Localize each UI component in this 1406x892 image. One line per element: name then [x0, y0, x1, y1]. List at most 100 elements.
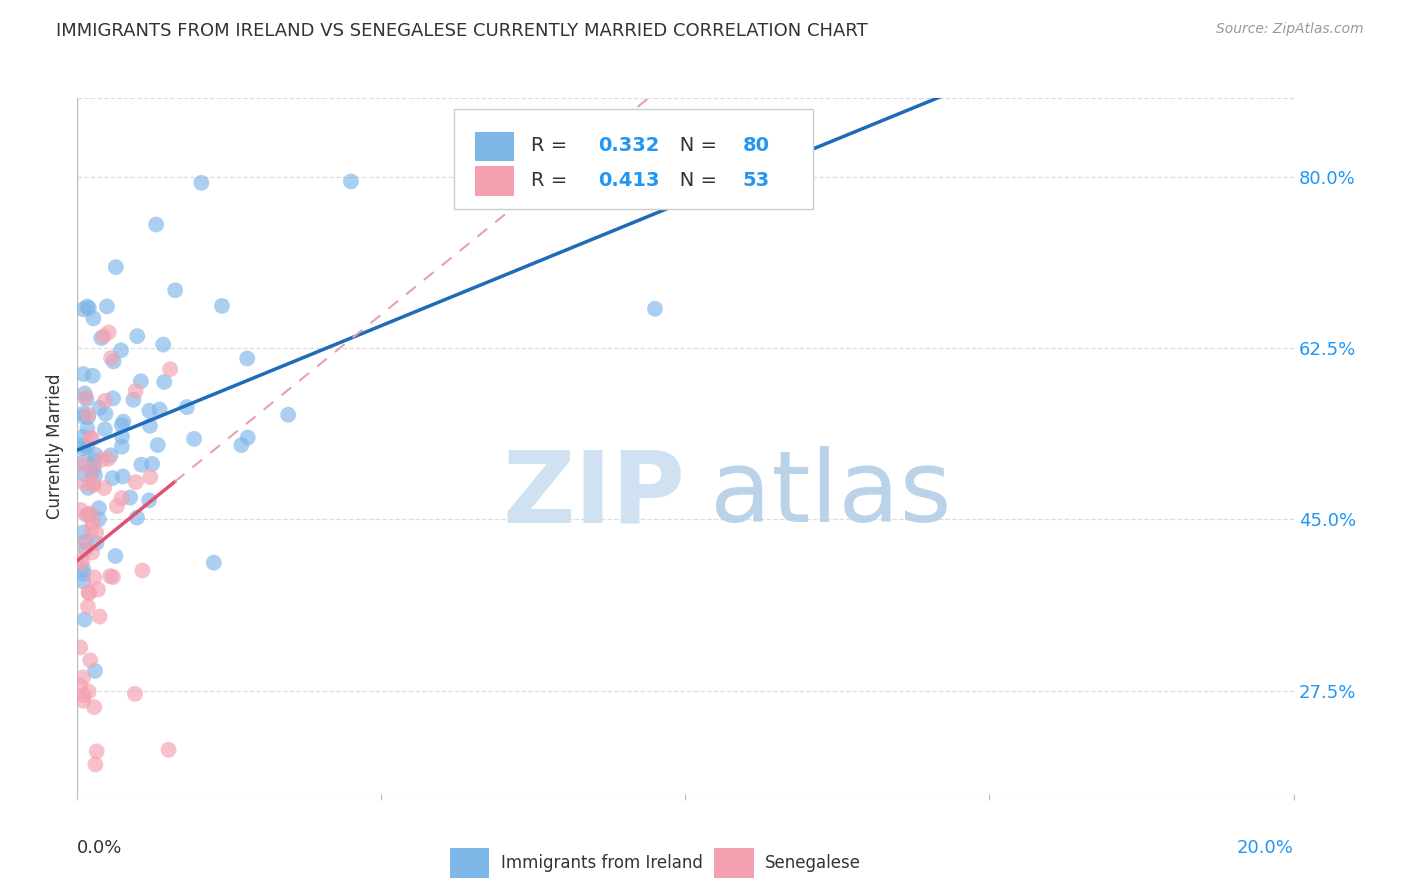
Point	[124, 384, 146, 398]
Point	[110, 343, 132, 358]
Point	[90, 452, 112, 467]
Point	[103, 354, 125, 368]
Text: 0.413: 0.413	[598, 170, 659, 190]
Point	[76, 440, 98, 454]
Point	[277, 408, 299, 422]
Point	[139, 418, 162, 433]
Point	[93, 329, 115, 343]
Point	[101, 392, 124, 406]
Point	[82, 462, 104, 476]
Point	[72, 566, 94, 581]
Point	[138, 493, 160, 508]
Point	[75, 391, 97, 405]
Point	[236, 351, 259, 366]
Point	[76, 508, 98, 522]
Point	[75, 542, 97, 557]
Text: 20.0%: 20.0%	[1237, 839, 1294, 857]
Text: R =: R =	[531, 136, 574, 155]
Point	[77, 508, 100, 522]
Bar	[475, 131, 515, 161]
Point	[79, 653, 101, 667]
Point	[87, 501, 110, 516]
Point	[82, 368, 104, 383]
Text: 0.0%: 0.0%	[77, 839, 122, 857]
Point	[72, 442, 94, 456]
Point	[111, 440, 134, 454]
Point	[120, 491, 142, 505]
Point	[73, 386, 96, 401]
Point	[159, 362, 181, 376]
Point	[101, 471, 124, 485]
Point	[165, 283, 187, 297]
Point	[72, 467, 94, 481]
Point	[77, 684, 100, 698]
Point	[77, 585, 100, 599]
FancyBboxPatch shape	[454, 109, 813, 210]
Point	[153, 375, 176, 389]
Text: 0.332: 0.332	[598, 136, 659, 155]
Point	[79, 431, 101, 445]
Point	[69, 551, 91, 566]
Point	[69, 679, 91, 693]
Text: N =: N =	[661, 136, 723, 155]
Point	[83, 478, 105, 492]
Point	[69, 640, 91, 655]
Point	[72, 563, 94, 577]
Point	[111, 469, 134, 483]
Point	[340, 174, 363, 188]
Point	[112, 415, 135, 429]
Point	[82, 515, 104, 529]
Point	[83, 700, 105, 714]
Point	[110, 491, 132, 505]
Point	[152, 337, 174, 351]
Point	[176, 400, 198, 414]
Bar	[714, 848, 754, 878]
Text: ZIP: ZIP	[502, 446, 686, 543]
Text: atlas: atlas	[710, 446, 952, 543]
Point	[644, 301, 666, 316]
Point	[83, 460, 105, 475]
Point	[80, 465, 103, 479]
Point	[94, 422, 117, 436]
Point	[75, 535, 97, 549]
Point	[125, 475, 148, 490]
Point	[80, 521, 103, 535]
Point	[124, 687, 146, 701]
Point	[100, 448, 122, 462]
Point	[77, 301, 100, 316]
Point	[125, 510, 148, 524]
Point	[76, 300, 98, 314]
Text: Source: ZipAtlas.com: Source: ZipAtlas.com	[1216, 22, 1364, 37]
Point	[104, 260, 127, 274]
Point	[231, 438, 253, 452]
Point	[129, 374, 152, 388]
Point	[83, 570, 105, 584]
Point	[100, 351, 122, 365]
Point	[183, 432, 205, 446]
Point	[75, 392, 97, 407]
Point	[72, 367, 94, 381]
Point	[84, 757, 107, 772]
Point	[84, 664, 107, 678]
Point	[77, 481, 100, 495]
Point	[122, 392, 145, 407]
Point	[87, 512, 110, 526]
Point	[104, 549, 127, 563]
Point	[84, 525, 107, 540]
Point	[77, 408, 100, 422]
Point	[145, 218, 167, 232]
Point	[72, 430, 94, 444]
Point	[72, 574, 94, 589]
Point	[139, 470, 162, 484]
Point	[80, 545, 103, 559]
Point	[72, 409, 94, 424]
Point	[141, 457, 163, 471]
Point	[89, 609, 111, 624]
Point	[83, 453, 105, 467]
Point	[77, 599, 100, 614]
Point	[131, 458, 153, 472]
Point	[87, 582, 110, 597]
Point	[105, 499, 128, 513]
Text: R =: R =	[531, 170, 574, 190]
Point	[157, 743, 180, 757]
